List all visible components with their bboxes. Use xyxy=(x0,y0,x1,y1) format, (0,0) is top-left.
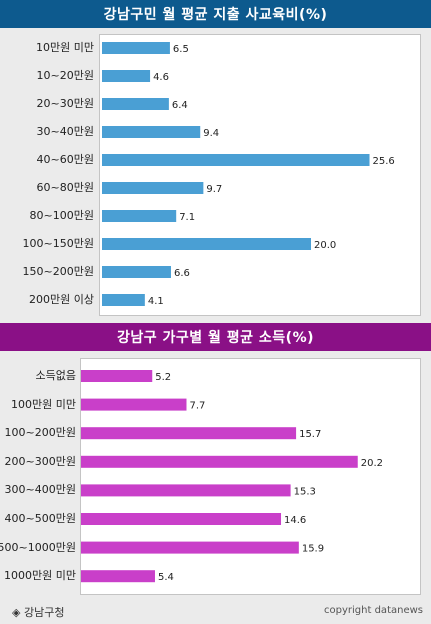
value-label: 6.6 xyxy=(174,268,190,279)
value-label: 9.4 xyxy=(203,128,219,139)
bar xyxy=(102,70,151,82)
category-label: 소득없음 xyxy=(35,369,76,382)
bar xyxy=(81,570,155,583)
category-label: 100~150만원 xyxy=(22,237,94,250)
value-label: 5.2 xyxy=(155,372,171,383)
value-label: 9.7 xyxy=(206,184,222,195)
value-label: 25.6 xyxy=(373,156,395,167)
bar xyxy=(81,513,282,525)
value-label: 6.4 xyxy=(172,100,188,111)
category-label: 30~40만원 xyxy=(36,125,94,138)
bar xyxy=(102,294,145,306)
value-label: 20.2 xyxy=(361,458,383,469)
bar xyxy=(81,370,153,382)
chart-title: 강남구민 월 평균 지출 사교육비(%) xyxy=(0,0,431,28)
category-label: 100만원 미만 xyxy=(11,397,76,411)
category-label: 150~200만원 xyxy=(22,265,94,278)
bar xyxy=(102,42,170,54)
value-label: 4.6 xyxy=(153,72,169,83)
value-label: 5.4 xyxy=(158,572,174,583)
category-label: 500~1000만원 xyxy=(0,540,76,554)
bar xyxy=(81,541,299,554)
plot-area xyxy=(80,358,421,595)
bar-chart-education: 6.5 4.6 6.4 9.4 25.6 9.7 7.1 20.0 6.6 4.1 xyxy=(102,42,395,307)
source-label: ◈ 강남구청 xyxy=(12,606,65,619)
value-label: 20.0 xyxy=(314,240,336,251)
category-label: 200만원 이상 xyxy=(29,293,94,306)
value-label: 15.3 xyxy=(294,486,316,497)
value-label: 14.6 xyxy=(284,515,306,526)
category-label: 10만원 미만 xyxy=(36,41,94,54)
category-label: 300~400만원 xyxy=(4,483,76,497)
category-label: 20~30만원 xyxy=(36,97,94,110)
value-label: 15.7 xyxy=(299,429,321,440)
category-label: 400~500만원 xyxy=(4,512,76,525)
category-label: 200~300만원 xyxy=(4,454,76,468)
category-label: 40~60만원 xyxy=(36,153,94,166)
category-label: 100~200만원 xyxy=(4,426,76,440)
bar xyxy=(102,154,370,166)
bar xyxy=(102,182,204,194)
bar xyxy=(102,98,169,110)
category-label: 10~20만원 xyxy=(36,69,94,82)
value-label: 15.9 xyxy=(302,544,324,555)
value-label: 7.1 xyxy=(179,212,195,223)
chart-panel-income: 강남구 가구별 월 평균 소득(%) 5.2 7.7 15.7 20.2 15.3 14.… xyxy=(0,323,431,598)
category-label: 60~80만원 xyxy=(36,181,94,194)
category-label: 1000만원 미만 xyxy=(4,569,76,583)
bar xyxy=(81,455,358,468)
value-label: 7.7 xyxy=(189,401,205,412)
bar xyxy=(81,484,291,497)
chart-title: 강남구 가구별 월 평균 소득(%) xyxy=(0,323,431,351)
bar xyxy=(102,126,201,138)
bar xyxy=(102,266,171,278)
copyright-label: copyright datanews xyxy=(324,605,423,616)
bar-chart-income: 5.2 7.7 15.7 20.2 15.3 14.6 15.9 5.4 xyxy=(81,370,383,583)
bar xyxy=(102,210,177,222)
value-label: 6.5 xyxy=(173,44,189,55)
bar xyxy=(81,427,297,440)
bar xyxy=(102,238,311,250)
category-label: 80~100만원 xyxy=(29,209,94,222)
value-label: 4.1 xyxy=(148,296,164,307)
bar xyxy=(81,398,187,411)
chart-panel-education: 강남구민 월 평균 지출 사교육비(%) 6.5 4.6 6.4 9.4 25.6 9.7… xyxy=(0,0,431,316)
